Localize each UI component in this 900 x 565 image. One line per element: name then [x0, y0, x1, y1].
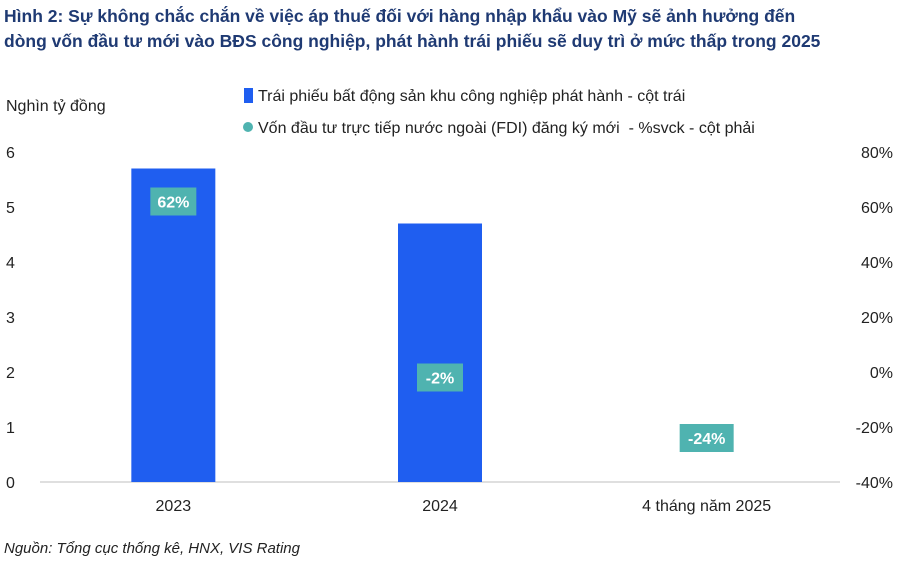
chart-title-line-2: dòng vốn đầu tư mới vào BĐS công nghiệp,…: [4, 31, 821, 51]
bar: [131, 168, 216, 482]
y-left-tick-label: 1: [6, 420, 15, 437]
fdi-data-label: -2%: [426, 371, 454, 388]
legend-bar-label: Trái phiếu bất động sản khu công nghiệp …: [258, 88, 685, 105]
legend-dot-label: Vốn đầu tư trực tiếp nước ngoài (FDI) đă…: [258, 120, 755, 137]
y-left-axis-label: Nghìn tỷ đồng: [6, 98, 106, 115]
y-right-tick-label: -20%: [856, 420, 893, 437]
y-right-tick-label: 80%: [861, 145, 893, 162]
y-left-tick-label: 2: [6, 365, 15, 382]
y-left-tick-label: 4: [6, 255, 15, 272]
x-tick-label: 4 tháng năm 2025: [642, 498, 771, 515]
y-left-tick-label: 5: [6, 200, 15, 217]
y-right-tick-label: 20%: [861, 310, 893, 327]
legend-bar-swatch: [244, 88, 253, 103]
y-left-tick-label: 6: [6, 145, 15, 162]
y-left-tick-label: 3: [6, 310, 15, 327]
legend-dot-swatch: [243, 122, 253, 132]
fdi-marker: [150, 187, 197, 216]
y-right-tick-label: -40%: [856, 475, 893, 492]
y-right-tick-label: 60%: [861, 200, 893, 217]
x-tick-label: 2023: [156, 498, 192, 515]
y-left-tick-label: 0: [6, 475, 15, 492]
fdi-data-label: -24%: [688, 431, 725, 448]
fdi-marker: [679, 424, 734, 452]
bar: [398, 223, 482, 482]
x-tick-label: 2024: [422, 498, 458, 515]
y-right-tick-label: 0%: [870, 365, 893, 382]
fdi-data-label: 62%: [157, 195, 189, 212]
fdi-marker: [417, 363, 463, 392]
source-note: Nguồn: Tổng cục thống kê, HNX, VIS Ratin…: [4, 540, 300, 557]
chart-title: Hình 2: Sự không chắc chắn về việc áp th…: [4, 4, 896, 54]
y-right-tick-label: 40%: [861, 255, 893, 272]
chart-title-line-1: Hình 2: Sự không chắc chắn về việc áp th…: [4, 6, 796, 26]
chart-canvas: Nghìn tỷ đồng 0 1 2 3 4 5 6 -40% -20% 0% 20% 40% 60% 8…: [6, 88, 893, 515]
